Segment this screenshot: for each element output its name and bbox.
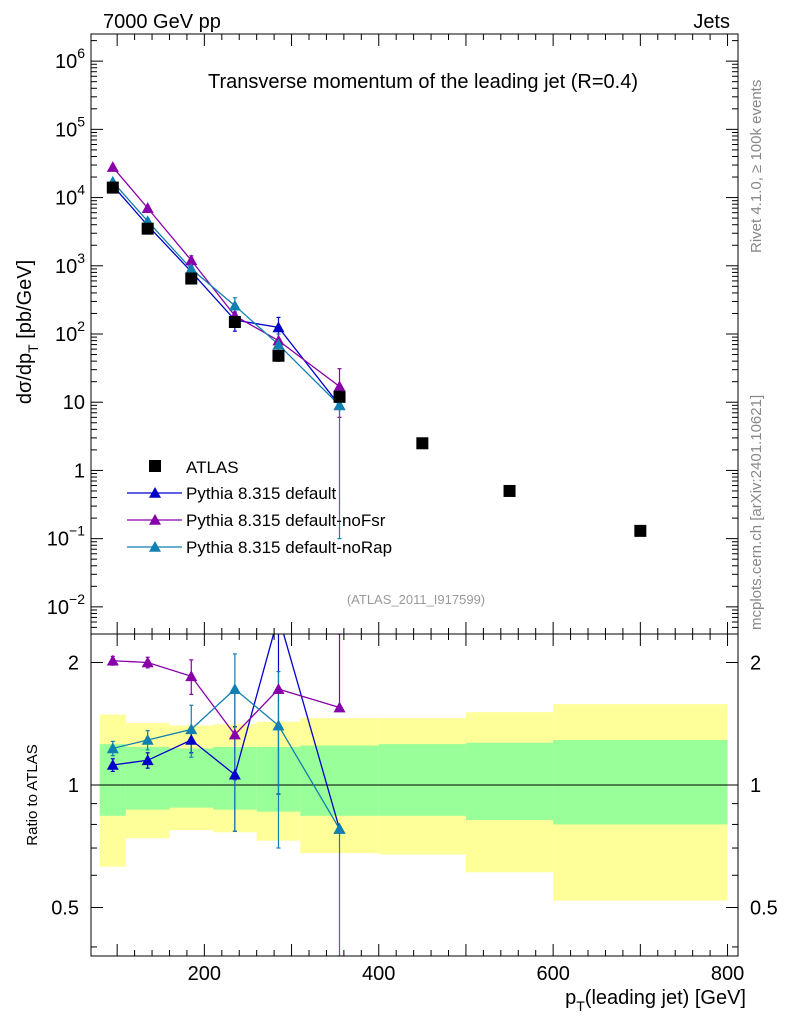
ratio-y-tick-label: 1 [68,775,79,797]
legend-marker-atlas [149,460,161,472]
atlas-data-point [185,272,198,285]
atlas-data-point [634,524,647,537]
ratio-series-marker [272,683,285,694]
series-marker [272,321,285,333]
stat-band [378,744,466,816]
series-marker [185,254,198,266]
energy-label: 7000 GeV pp [103,11,221,33]
legend-label: Pythia 8.315 default-noFsr [186,511,386,530]
ratio-y-tick-label: 0.5 [51,897,79,919]
analysis-watermark: (ATLAS_2011_I917599) [347,592,485,607]
legend-marker [149,514,161,525]
x-tick-label: 600 [536,963,569,985]
main-y-tick-label: 104 [55,182,85,210]
ratio-y-tick-label-right: 1 [750,775,761,797]
main-y-axis: 10−2 10−1 1 10 102 103 104 105 106 [47,40,738,635]
stat-band [553,739,728,825]
ratio-series-marker [185,723,198,735]
atlas-data-point [141,222,154,235]
legend-label: ATLAS [186,458,239,477]
series-marker [141,202,154,213]
ratio-series-marker [106,742,119,754]
main-y-tick-label: 10 [63,392,85,414]
main-y-tick-label: 10−1 [47,523,85,551]
ratio-series-marker [141,733,154,745]
main-y-tick-label: 105 [55,113,85,141]
process-label: Jets [693,11,730,33]
ratio-y-tick-label-right: 2 [750,653,761,675]
ratio-series-line [112,688,341,830]
ratio-series-marker [106,654,119,666]
ratio-series-marker [228,683,241,694]
stat-band [169,748,214,808]
ratio-series-line [112,634,341,830]
series-marker [333,399,346,411]
main-panel: 10−2 10−1 1 10 102 103 104 105 106 Transverse mo… [14,33,739,635]
x-axis: 200 400 600 800 [116,634,744,985]
ratio-series-marker [272,719,285,731]
ratio-series-marker [272,610,284,621]
legend-label: Pythia 8.315 default [186,484,337,503]
atlas-data-point [416,437,429,450]
main-y-tick-label: 10−2 [47,591,85,619]
series-line [112,166,340,388]
ratio-frame [90,633,739,957]
ratio-y-axis: 0.5 0.5 1 1 2 2 [51,653,778,948]
legend: ATLAS Pythia 8.315 default Pythia 8.315 de… [127,458,392,557]
legend-label: Pythia 8.315 default-noRap [186,538,392,557]
x-tick-label: 800 [711,963,744,985]
ratio-plot-area [106,610,346,956]
atlas-data-point [503,484,516,497]
ratio-series-marker [185,733,198,745]
main-y-tick-label: 106 [55,45,85,73]
stat-band [300,745,379,816]
legend-marker [149,541,161,552]
x-tick-label: 200 [188,963,221,985]
main-plot-area [106,161,647,540]
ratio-series-marker [141,656,154,668]
chart-title: Transverse momentum of the leading jet (… [208,71,638,93]
series-marker [106,161,119,172]
x-axis-label: pT(leading jet) [GeV] [565,987,746,1014]
ratio-y-tick-label-right: 0.5 [750,897,778,919]
ratio-series-marker [228,728,241,740]
ratio-series-line [112,660,340,736]
main-y-tick-label: 1 [74,460,85,482]
atlas-data-point [272,349,285,362]
ratio-series-marker [185,670,198,682]
atlas-data-point [106,181,119,194]
series-marker [333,380,346,392]
legend-marker [149,487,161,498]
ratio-series-marker [141,754,154,766]
mcplots-reference-label: mcplots.cern.ch [arXiv:2401.10621] [748,395,765,630]
series-marker [228,299,241,311]
ratio-panel: 0.5 0.5 1 1 2 2 200 400 600 800 Ratio to ATLAS p… [24,610,778,1014]
series-line [112,185,341,406]
series-marker [185,262,198,274]
stat-band [465,742,554,821]
main-y-tick-label: 102 [55,318,85,346]
main-x-ticks [116,34,729,634]
main-y-axis-label: dσ/dpT [pb/GeV] [14,260,41,404]
ratio-y-tick-label: 2 [68,653,79,675]
rivet-version-label: Rivet 4.1.0, ≥ 100k events [748,80,765,253]
ratio-series-marker [106,758,119,770]
ratio-series-marker [333,701,346,713]
main-y-tick-label: 103 [55,250,85,278]
atlas-data-point [333,390,346,403]
series-marker [272,338,285,350]
ratio-y-axis-label: Ratio to ATLAS [24,744,41,845]
ratio-series-marker [228,768,241,780]
ratio-series-marker [333,822,346,834]
atlas-data-point [228,315,241,328]
series-line [112,181,340,406]
x-tick-label: 400 [362,963,395,985]
